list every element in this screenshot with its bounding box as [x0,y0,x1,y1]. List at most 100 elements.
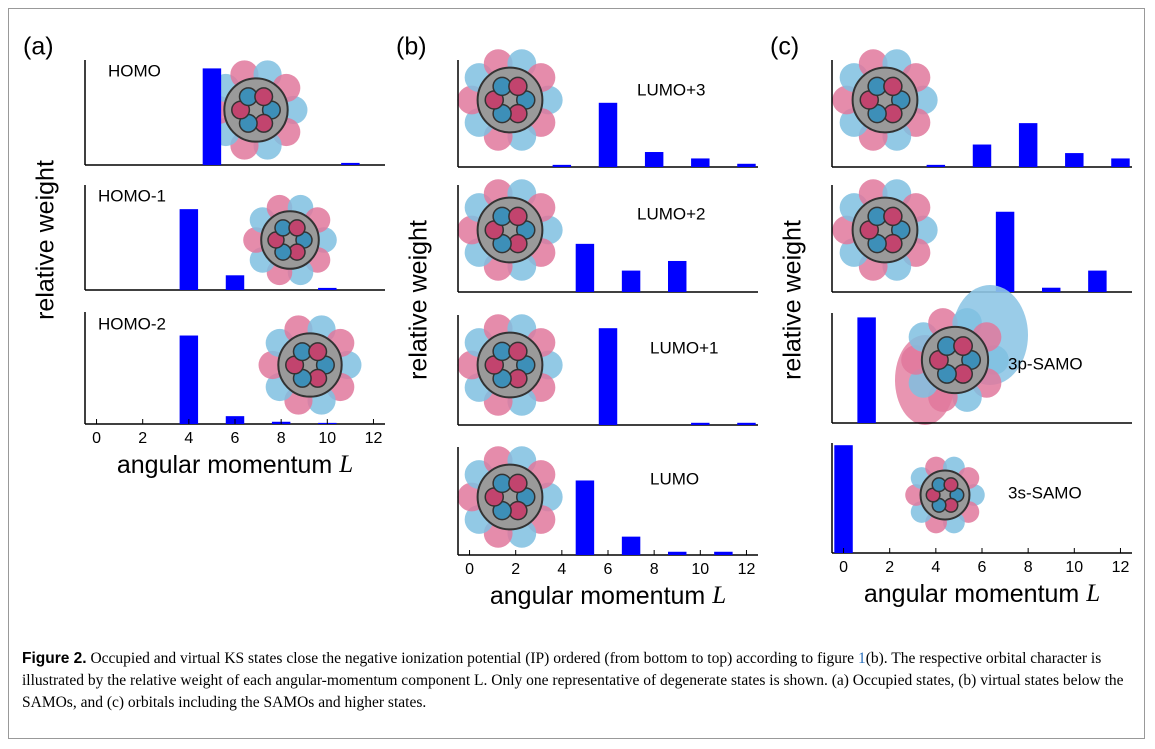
orbital-image [895,285,1028,425]
state-label: LUMO [650,469,699,488]
bar [1111,158,1130,167]
bar [926,164,946,167]
x-tick-label: 6 [231,430,240,447]
caption-text: Occupied and virtual KS states close the… [90,650,858,667]
cage-ring [508,473,528,494]
y-axis-label: relative weight [32,160,60,320]
panel-label: (b) [396,33,427,61]
cage-ring [883,76,903,97]
x-axis-label-symbol: L [338,451,353,478]
orbital-image [457,446,563,548]
x-axis-label-text: angular momentum [864,580,1079,608]
x-tick-label: 4 [184,430,193,447]
x-tick-label: 8 [1024,559,1033,576]
caption: Figure 2. Occupied and virtual KS states… [22,648,1137,714]
figure-frame [8,8,1145,739]
x-tick-label: 12 [738,561,756,578]
state-label: LUMO+2 [637,204,706,223]
x-axis-label: angular momentum L [490,582,726,610]
bar [1018,123,1038,167]
x-tick-label: 0 [465,561,474,578]
caption-text: (b). The respective orbital character is… [22,650,1124,711]
bar [857,317,876,423]
panel-label: (a) [23,33,54,61]
bar [668,260,687,292]
bar [621,536,641,555]
state-label: HOMO [108,61,161,80]
state-label: LUMO+1 [650,338,719,357]
bar [598,102,618,167]
bar [668,551,687,555]
bar [1088,270,1107,292]
bar [737,422,756,425]
bar [691,422,710,425]
cage-ring [953,336,973,357]
bar [598,328,618,425]
y-axis-label: relative weight [779,220,807,380]
bar [202,68,222,165]
x-tick-label: 4 [931,559,940,576]
bar [318,287,337,290]
x-axis-label: angular momentum L [864,580,1100,608]
x-tick-label: 4 [557,561,566,578]
orbital-image [832,179,938,281]
orbital-image [905,456,985,534]
state-label: 3s-SAMO [1008,483,1082,502]
orbital-image [258,315,362,415]
x-axis-label-symbol: L [1085,580,1100,607]
bar [1065,153,1084,167]
bar [1042,287,1061,292]
x-tick-label: 10 [1065,559,1083,576]
cage-ring [254,87,274,107]
orbital-image [457,314,563,416]
bar [552,164,572,167]
y-axis-label: relative weight [405,220,433,380]
orbital-image [457,49,563,151]
state-label: HOMO-2 [98,314,166,333]
cage-ring [508,341,528,362]
x-tick-label: 2 [511,561,520,578]
cage-ring [508,206,528,227]
bar [737,163,756,167]
x-axis-label-text: angular momentum [490,582,705,610]
orbital-image [832,49,938,151]
cage-ring [308,342,328,362]
x-tick-label: 6 [604,561,613,578]
figure: HOMO (a) HOMO-1 relative weight HOMO-2 0 2 4 6 8 1… [23,33,1132,610]
x-tick-label: 12 [365,430,383,447]
state-label: LUMO+3 [637,80,706,99]
cage-ring [288,219,306,237]
x-axis-label: angular momentum L [117,451,353,479]
cage-ring [943,477,959,493]
x-tick-label: 10 [318,430,336,447]
bar [972,144,992,167]
orbital-image [243,194,337,286]
x-tick-label: 8 [277,430,286,447]
x-tick-label: 10 [691,561,709,578]
bar [995,211,1015,292]
x-tick-label: 6 [978,559,987,576]
panel-label: (c) [770,33,799,61]
state-label: 3p-SAMO [1008,354,1083,373]
bar [341,162,360,165]
caption-label: Figure 2. [22,650,87,667]
bar [179,335,199,424]
x-tick-label: 2 [885,559,894,576]
orbital-image [457,179,563,281]
x-tick-label: 2 [138,430,147,447]
bar [575,480,595,555]
state-label: HOMO-1 [98,186,166,205]
x-tick-label: 12 [1112,559,1130,576]
figure-link[interactable]: 1 [857,650,866,667]
bar [179,209,199,290]
x-tick-label: 0 [839,559,848,576]
bar [691,158,710,167]
x-axis-label-symbol: L [711,582,726,609]
cage-ring [883,206,903,227]
bar [834,445,853,553]
x-axis-label-text: angular momentum [117,451,332,479]
x-tick-label: 0 [92,430,101,447]
bar [575,243,595,292]
bar [225,275,245,290]
